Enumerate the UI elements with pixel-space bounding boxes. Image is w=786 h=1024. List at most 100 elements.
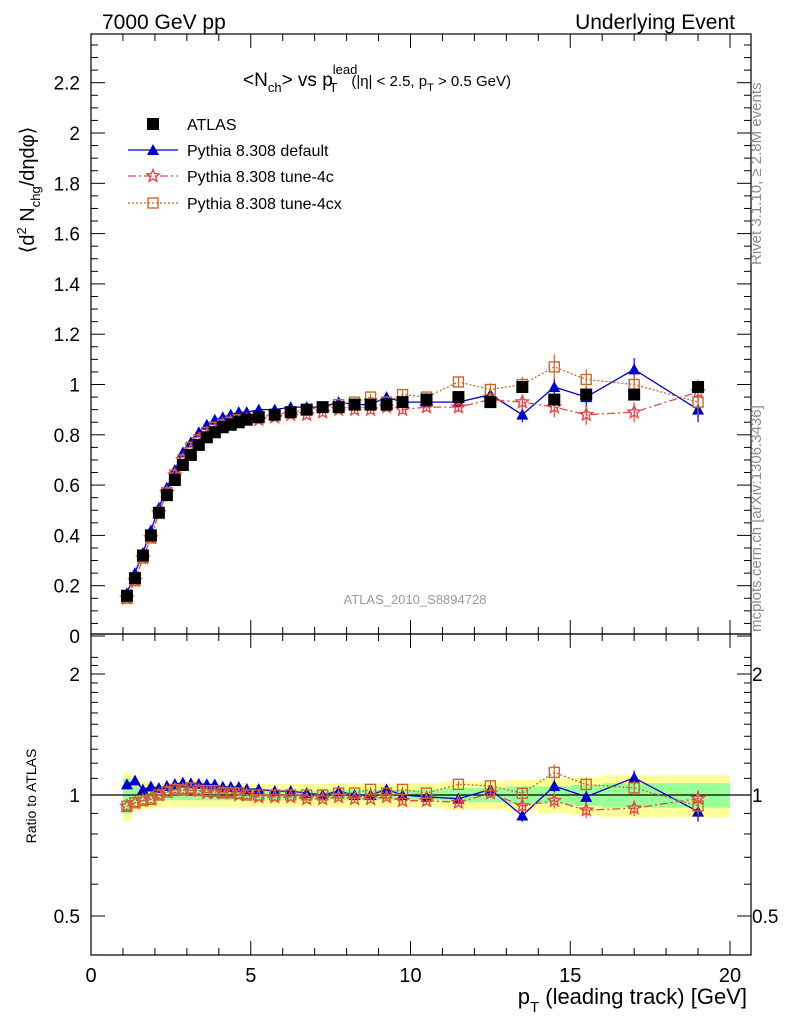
ratio-point	[217, 787, 229, 799]
data-point	[484, 383, 497, 396]
data-point	[580, 388, 593, 401]
ratio-point	[362, 790, 379, 806]
ratio-point	[225, 787, 237, 799]
x-tick-label: 0	[85, 965, 96, 987]
data-point	[450, 398, 467, 414]
series-line	[126, 366, 699, 599]
ratio-point	[269, 789, 281, 801]
data-point	[364, 398, 377, 411]
legend-entry: Pythia 8.308 tune-4cx	[128, 196, 342, 213]
ratio-point	[580, 790, 593, 802]
ratio-point	[136, 783, 149, 795]
data-point	[692, 396, 704, 408]
data-point	[252, 411, 265, 424]
ratio-point	[177, 784, 189, 796]
x-axis-label: pT (leading track) [GeV]	[518, 984, 747, 1016]
data-point	[240, 413, 253, 426]
y-tick-label: 1.8	[54, 174, 80, 195]
x-tick-label: 5	[245, 965, 256, 987]
data-point	[516, 381, 529, 394]
y-axis-label: ⟨d2 Nchg/dηdφ⟩	[14, 127, 43, 254]
data-point	[144, 529, 157, 542]
ratio-line	[126, 771, 699, 807]
y-tick-label: 1.4	[54, 275, 81, 296]
data-point	[152, 506, 165, 519]
ratio-point	[129, 797, 141, 809]
ratio-point	[548, 766, 560, 779]
ratio-tick-label-left: 2	[69, 665, 80, 686]
ratio-point	[450, 794, 467, 810]
data-point	[578, 406, 595, 422]
legend-marker	[147, 118, 159, 130]
header-right: Underlying Event	[575, 11, 735, 34]
ratio-tick-label-left: 0.5	[54, 907, 80, 928]
chart-title: <Nch> vs plead T (|η| < 2.5, pT > 0.5 GeV)	[243, 62, 511, 95]
ratio-point	[193, 784, 205, 797]
ratio-point	[484, 780, 497, 792]
ratio-point	[161, 786, 173, 798]
data-point	[268, 408, 281, 421]
data-point	[548, 381, 561, 393]
y-tick-label: 2.2	[54, 74, 80, 95]
data-point	[548, 393, 561, 406]
ratio-point	[201, 784, 213, 797]
data-point	[452, 391, 465, 404]
data-point	[626, 403, 643, 419]
ratio-point	[692, 800, 704, 812]
series-line	[126, 368, 699, 594]
ratio-point	[284, 789, 297, 801]
legend-label: ATLAS	[187, 117, 237, 134]
analysis-label: ATLAS_2010_S8894728	[344, 592, 487, 607]
y-tick-label: 1.6	[54, 225, 80, 246]
ratio-tick-label-right: 1	[752, 786, 763, 807]
data-point	[176, 458, 189, 471]
legend-marker	[147, 197, 159, 209]
data-point	[396, 396, 409, 409]
legend-label: Pythia 8.308 tune-4cx	[187, 196, 342, 213]
x-tick-label: 10	[399, 965, 421, 987]
ratio-point	[253, 789, 265, 801]
ratio-point	[169, 783, 181, 796]
ratio-point	[548, 779, 561, 791]
data-point	[316, 401, 329, 414]
ratio-point	[394, 792, 411, 808]
series-atlas	[120, 381, 705, 602]
y-tick-label: 1.2	[54, 325, 80, 346]
ratio-point	[153, 789, 165, 801]
ratio-point	[316, 789, 329, 801]
legend-label: Pythia 8.308 default	[187, 143, 329, 160]
legend-marker	[145, 167, 161, 183]
data-point	[184, 448, 197, 461]
rivet-version-label: Rivet 3.1.10, ≥ 2.8M events	[748, 83, 765, 266]
ratio-plot-series	[119, 764, 706, 822]
ratio-point	[516, 809, 529, 821]
ratio-point	[452, 778, 465, 791]
ratio-point	[626, 799, 643, 815]
legend-marker	[147, 144, 159, 155]
data-point	[628, 363, 641, 375]
ratio-point	[121, 800, 133, 812]
legend: ATLAS Pythia 8.308 default Pythia 8.308 tu…	[128, 117, 342, 213]
data-point	[332, 401, 345, 414]
ratio-point	[128, 774, 141, 786]
ratio-point	[628, 771, 641, 783]
ratio-point	[185, 782, 197, 794]
axis-ticks: 0 5 10 15 20 0 0.2 0.4 0.6 0.8 1 1.2 1.4 1.6 1.8 2 2.2 0.…	[54, 34, 778, 987]
ratio-tick-label-right: 0.5	[752, 907, 778, 928]
data-point	[514, 393, 531, 409]
ratio-point	[516, 787, 529, 799]
data-point	[128, 572, 141, 585]
ratio-point	[628, 782, 640, 794]
ratio-point	[241, 789, 253, 801]
series-default	[120, 358, 705, 599]
data-point	[136, 549, 149, 562]
ratio-point	[332, 787, 345, 799]
ratio-y-axis-label: Ratio to ATLAS	[23, 749, 39, 844]
ratio-point	[300, 789, 313, 801]
ratio-point	[580, 778, 592, 791]
y-tick-label: 0.6	[54, 476, 80, 497]
ratio-point	[209, 785, 221, 797]
ratio-point	[396, 783, 409, 796]
series-tune-4c	[119, 379, 706, 606]
